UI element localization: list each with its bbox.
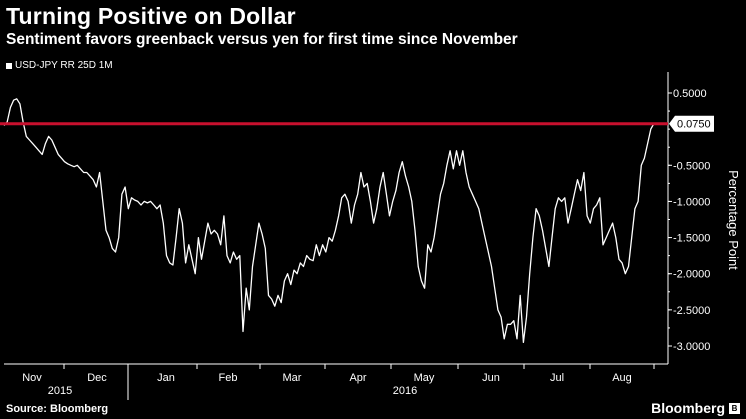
- x-tick-label: Aug: [612, 372, 632, 384]
- chart-subtitle: Sentiment favors greenback versus yen fo…: [6, 31, 518, 48]
- y-tick-label: -0.5000: [673, 160, 710, 172]
- y-tick-label: -3.0000: [673, 341, 710, 353]
- x-tick-label: Apr: [349, 372, 366, 384]
- legend-swatch: [6, 62, 12, 69]
- x-tick-label: Mar: [283, 372, 302, 384]
- y-axis-ticks: 0.5000 -0.5000 -1.0000 -1.5000 -2.0000 -2.500…: [668, 88, 710, 353]
- x-tick-label: Feb: [219, 372, 238, 384]
- reference-tag-label: 0.0750: [677, 119, 711, 131]
- year-label-2015: 2015: [48, 385, 72, 397]
- y-tick-label: -1.5000: [673, 233, 710, 245]
- legend: USD-JPY RR 25D 1M: [6, 60, 113, 71]
- x-tick-label: Jul: [550, 372, 564, 384]
- x-tick-label: Jan: [157, 372, 175, 384]
- x-tick-label: May: [414, 372, 435, 384]
- brand-name: Bloomberg: [651, 400, 725, 416]
- reference-value-tag: 0.0750: [669, 115, 714, 132]
- x-axis-ticks: Nov Dec Jan Feb Mar Apr May Jun Jul Aug: [22, 364, 655, 384]
- brand-logo: Bloomberg B: [651, 400, 740, 416]
- y-tick-label: -1.0000: [673, 196, 710, 208]
- x-tick-label: Dec: [87, 372, 107, 384]
- y-tick-label: -2.0000: [673, 269, 710, 281]
- y-tick-label: -2.5000: [673, 305, 710, 317]
- x-tick-label: Nov: [22, 372, 42, 384]
- year-label-2016: 2016: [393, 385, 417, 397]
- y-axis-title: Percentage Point: [726, 170, 741, 270]
- source-note: Source: Bloomberg: [6, 403, 109, 415]
- x-tick-label: Jun: [482, 372, 500, 384]
- legend-label: USD-JPY RR 25D 1M: [15, 60, 113, 71]
- y-tick-label: 0.5000: [673, 88, 707, 100]
- reference-tag-shape: [669, 115, 714, 132]
- chart-title: Turning Positive on Dollar: [6, 3, 296, 29]
- series-line: [3, 98, 655, 344]
- bloomberg-mark-icon: B: [729, 402, 740, 414]
